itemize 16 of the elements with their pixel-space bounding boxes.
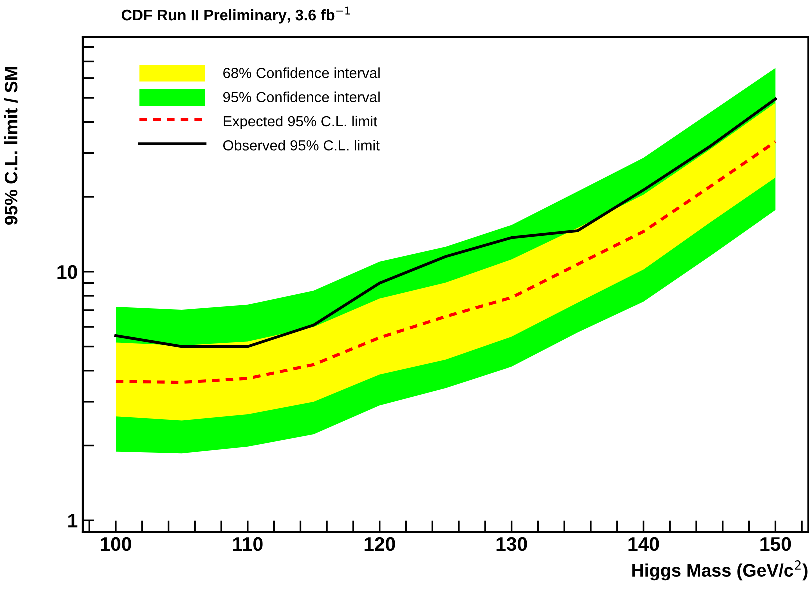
- x-tick-label: 120: [364, 537, 396, 552]
- x-axis-title: Higgs Mass (GeV/c$^{2}$): [632, 560, 808, 581]
- x-tick-label: 110: [233, 537, 263, 552]
- x-tick-label: 140: [628, 537, 660, 552]
- y-axis-title: 95% C.L. limit / SM: [4, 67, 18, 226]
- legend-label: 95% Confidence interval: [223, 92, 380, 103]
- x-tick-label: 130: [496, 537, 528, 552]
- chart-title: CDF Run II Preliminary, 3.6 fb$^{−1}$: [122, 6, 350, 24]
- y-tick-label: 10: [58, 265, 78, 280]
- legend-label: Observed 95% C.L. limit: [223, 140, 380, 151]
- y-tick-label: 1: [68, 514, 78, 528]
- line-series: [114, 140, 778, 384]
- legend-label: Expected 95% C.L. limit: [224, 116, 378, 130]
- legend-label: 68% Confidence interval: [224, 68, 380, 78]
- x-tick-label: 150: [760, 537, 792, 552]
- x-tick-label: 100: [100, 537, 132, 552]
